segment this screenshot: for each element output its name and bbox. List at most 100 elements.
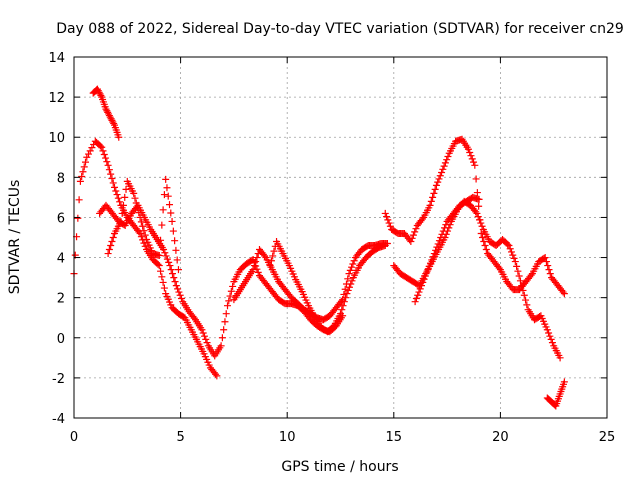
data-point: [253, 254, 261, 262]
data-point: [103, 107, 111, 115]
data-point: [140, 227, 148, 235]
data-point: [157, 236, 165, 244]
data-point: [158, 221, 166, 229]
data-point: [548, 339, 556, 347]
data-point: [444, 152, 452, 160]
data-point: [409, 231, 417, 239]
data-point: [507, 248, 515, 256]
data-point: [546, 332, 554, 340]
data-point: [342, 294, 350, 302]
data-point: [174, 285, 182, 293]
data-point: [175, 288, 183, 296]
data-point: [141, 231, 149, 239]
data-point: [441, 159, 449, 167]
data-point: [438, 230, 446, 238]
data-point: [154, 260, 162, 268]
data-point: [217, 342, 225, 350]
data-point: [229, 282, 237, 290]
data-point: [78, 173, 86, 181]
data-point: [428, 256, 436, 264]
data-point: [426, 201, 434, 209]
data-point: [467, 152, 475, 160]
data-point: [172, 282, 180, 290]
data-point: [420, 275, 428, 283]
data-point: [339, 302, 347, 310]
data-point: [519, 286, 527, 294]
x-tick-label: 25: [599, 430, 616, 445]
data-point: [94, 87, 102, 95]
data-point: [340, 298, 348, 306]
data-point: [542, 258, 550, 266]
data-point: [218, 334, 226, 342]
data-point: [495, 264, 503, 272]
data-point: [438, 169, 446, 177]
grid: [74, 57, 607, 418]
data-point: [99, 147, 107, 155]
data-point: [176, 291, 184, 299]
data-point: [481, 242, 489, 250]
data-point: [267, 257, 275, 265]
data-point: [418, 215, 426, 223]
data-point: [546, 270, 554, 278]
data-point: [432, 181, 440, 189]
data-point: [381, 209, 389, 217]
data-point: [470, 158, 478, 166]
data-point: [163, 255, 171, 263]
data-point: [551, 401, 559, 409]
data-point: [476, 216, 484, 224]
data-point: [427, 197, 435, 205]
data-point: [439, 165, 447, 173]
data-point: [135, 209, 143, 217]
data-point: [105, 110, 113, 118]
data-point: [168, 217, 176, 225]
y-tick-label: -2: [52, 372, 65, 387]
data-point: [560, 378, 568, 386]
data-point: [108, 116, 116, 124]
y-tick-label: -4: [52, 412, 65, 427]
data-point: [345, 283, 353, 291]
data-point: [166, 262, 174, 270]
data-point: [162, 252, 170, 260]
data-point: [157, 267, 165, 275]
data-point: [116, 198, 124, 206]
data-point: [430, 189, 438, 197]
data-point: [164, 192, 172, 200]
data-point: [440, 162, 448, 170]
data-point: [190, 314, 198, 322]
data-point: [429, 253, 437, 261]
data-point: [121, 193, 129, 201]
data-point: [434, 178, 442, 186]
data-point: [511, 258, 519, 266]
data-point: [86, 147, 94, 155]
data-point: [514, 267, 522, 275]
data-point: [222, 310, 230, 318]
data-point: [105, 112, 113, 120]
data-point: [349, 260, 357, 268]
y-tick-labels: -4 -2 0 2 4 6 8 10 12 14: [48, 51, 65, 427]
data-point: [545, 329, 553, 337]
data-point: [104, 108, 112, 116]
data-point: [475, 195, 483, 203]
data-point: [177, 294, 185, 302]
data-point: [160, 246, 168, 254]
data-point: [224, 302, 232, 310]
data-point: [384, 216, 392, 224]
data-point: [412, 294, 420, 302]
y-tick-label: 6: [57, 211, 65, 226]
data-point: [478, 222, 486, 230]
data-point: [329, 323, 337, 331]
data-point: [434, 240, 442, 248]
data-point: [513, 262, 521, 270]
data-point: [505, 242, 513, 250]
data-point: [341, 285, 349, 293]
data-point: [117, 217, 125, 225]
y-axis-label: SDTVAR / TECUs: [7, 180, 23, 295]
plot-points: [70, 85, 568, 410]
data-point: [227, 287, 235, 295]
data-point: [386, 222, 394, 230]
x-tick-label: 0: [70, 430, 78, 445]
data-point: [131, 194, 139, 202]
data-point: [411, 298, 419, 306]
data-point: [102, 154, 110, 162]
data-point: [97, 92, 105, 100]
